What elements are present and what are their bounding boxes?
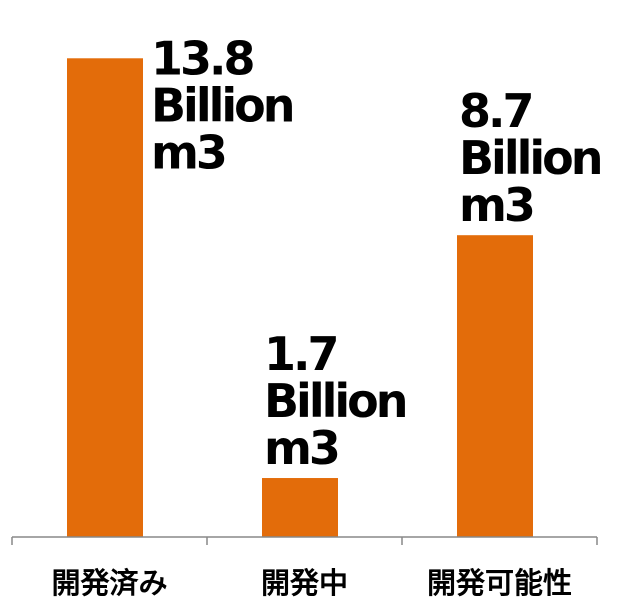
data-label-line: Billion — [151, 78, 293, 132]
bar-3-data-label: 8.7 Billion m3 — [459, 84, 601, 232]
bars-layer — [67, 58, 533, 538]
data-label-line: Billion — [264, 374, 406, 428]
x-axis — [11, 536, 598, 545]
bar-3 — [457, 235, 533, 537]
x-tick-label-3: 開発可能性 — [427, 566, 572, 600]
x-tick-label-1: 開発済み — [51, 566, 167, 600]
data-label-line: 1.7 — [264, 327, 337, 381]
x-tick-labels-layer: 開発済み 開発中 開発可能性 — [51, 566, 572, 600]
data-label-line: Billion — [459, 131, 601, 185]
data-label-line: 13.8 — [151, 31, 253, 85]
bar-1 — [67, 58, 143, 538]
data-labels-layer: 13.8 Billion m31.7 Billion m38.7 Billion m3 — [151, 31, 604, 475]
data-label-line: 8.7 — [459, 84, 532, 138]
data-label-line: m3 — [264, 421, 338, 475]
data-label-line: m3 — [151, 125, 225, 179]
bar-2-data-label: 1.7 Billion m3 — [264, 327, 406, 475]
x-tick-label-2: 開発中 — [261, 566, 348, 600]
bar-2 — [262, 478, 338, 537]
data-label-line: m3 — [459, 178, 533, 232]
bar-1-data-label: 13.8 Billion m3 — [151, 31, 293, 179]
